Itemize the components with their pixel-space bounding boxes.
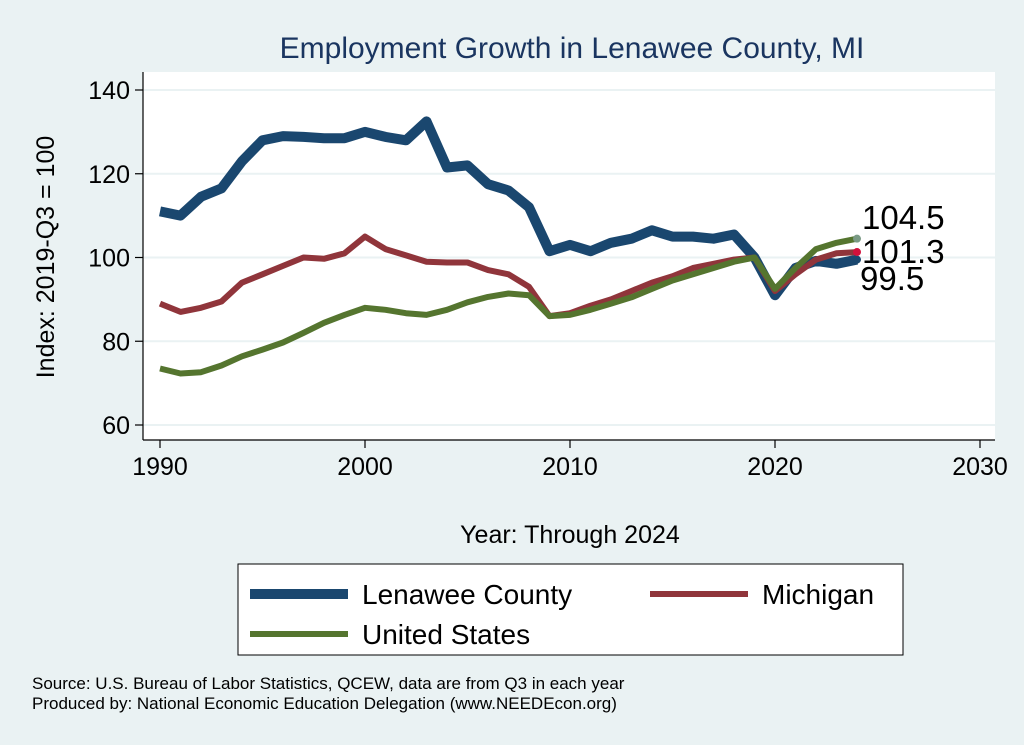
x-tick-label: 1990 — [132, 453, 188, 481]
legend-box — [237, 563, 904, 656]
source-note: Source: U.S. Bureau of Labor Statistics,… — [32, 674, 625, 693]
y-tick-label: 60 — [102, 412, 130, 440]
y-tick-label: 120 — [88, 161, 130, 189]
y-tick-label: 100 — [88, 245, 130, 273]
series-end-dot — [853, 248, 861, 257]
x-tick-label: 2000 — [337, 453, 393, 481]
series-end-dot — [853, 234, 861, 243]
series-line-united-states — [159, 235, 858, 377]
series-end-dot — [853, 255, 861, 264]
series-line-lenawee-county — [158, 116, 859, 301]
legend: Lenawee County Michigan United States — [237, 563, 904, 656]
y-tick-label: 140 — [88, 77, 130, 105]
x-axis-label: Year: Through 2024 — [460, 521, 680, 549]
end-value-label: 104.5 — [862, 199, 945, 236]
legend-label: United States — [362, 619, 530, 650]
legend-label: Lenawee County — [362, 579, 572, 610]
end-value-label: 101.3 — [862, 233, 945, 270]
y-tick-label: 80 — [102, 328, 130, 356]
x-tick-label: 2030 — [952, 453, 1008, 481]
x-tick-label: 2010 — [542, 453, 598, 481]
y-axis-label: Index: 2019-Q3 = 100 — [32, 136, 60, 379]
end-value-label: 99.5 — [860, 260, 924, 297]
chart-title: Employment Growth in Lenawee County, MI — [280, 32, 865, 65]
x-tick-label: 2020 — [747, 453, 803, 481]
legend-label: Michigan — [762, 579, 874, 610]
producer-note: Produced by: National Economic Education… — [32, 694, 617, 713]
